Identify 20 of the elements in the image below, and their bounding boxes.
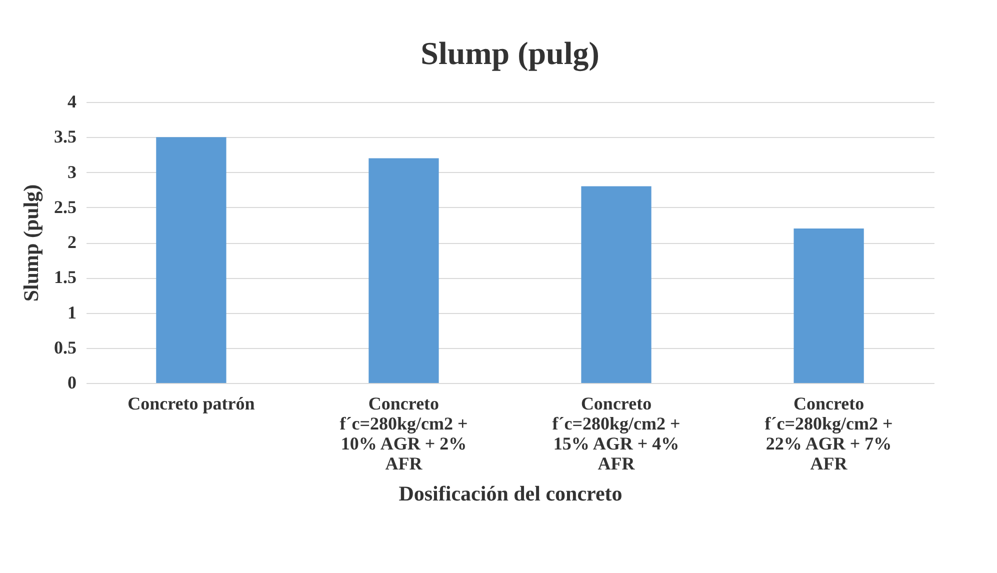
y-tick-label: 1 — [68, 302, 76, 322]
y-tick-label: 0.5 — [54, 337, 76, 358]
y-tick-label: 3 — [68, 162, 76, 182]
y-tick-label: 2 — [68, 232, 76, 252]
x-tick-label: Concreto f´c=280kg/cm2 + 15% AGR + 4% AFR — [552, 394, 680, 474]
y-tick-label: 4 — [68, 92, 76, 112]
bar — [156, 137, 226, 383]
y-tick-label: 0 — [68, 372, 76, 392]
x-axis-title: Dosificación del concreto — [398, 482, 622, 506]
y-axis-title: Slump (pulg) — [19, 184, 43, 302]
y-tick-label: 3.5 — [54, 126, 76, 147]
chart-title: Slump (pulg) — [420, 35, 600, 72]
x-tick-label: Concreto f´c=280kg/cm2 + 10% AGR + 2% AFR — [340, 394, 468, 474]
y-tick-label: 2.5 — [54, 196, 76, 217]
bar — [581, 186, 652, 383]
x-tick-label: Concreto f´c=280kg/cm2 + 22% AGR + 7% AFR — [764, 394, 893, 474]
y-tick-label: 1.5 — [54, 267, 76, 288]
bar — [368, 158, 439, 383]
bar — [794, 228, 864, 383]
x-tick-label: Concreto patrón — [128, 394, 255, 414]
